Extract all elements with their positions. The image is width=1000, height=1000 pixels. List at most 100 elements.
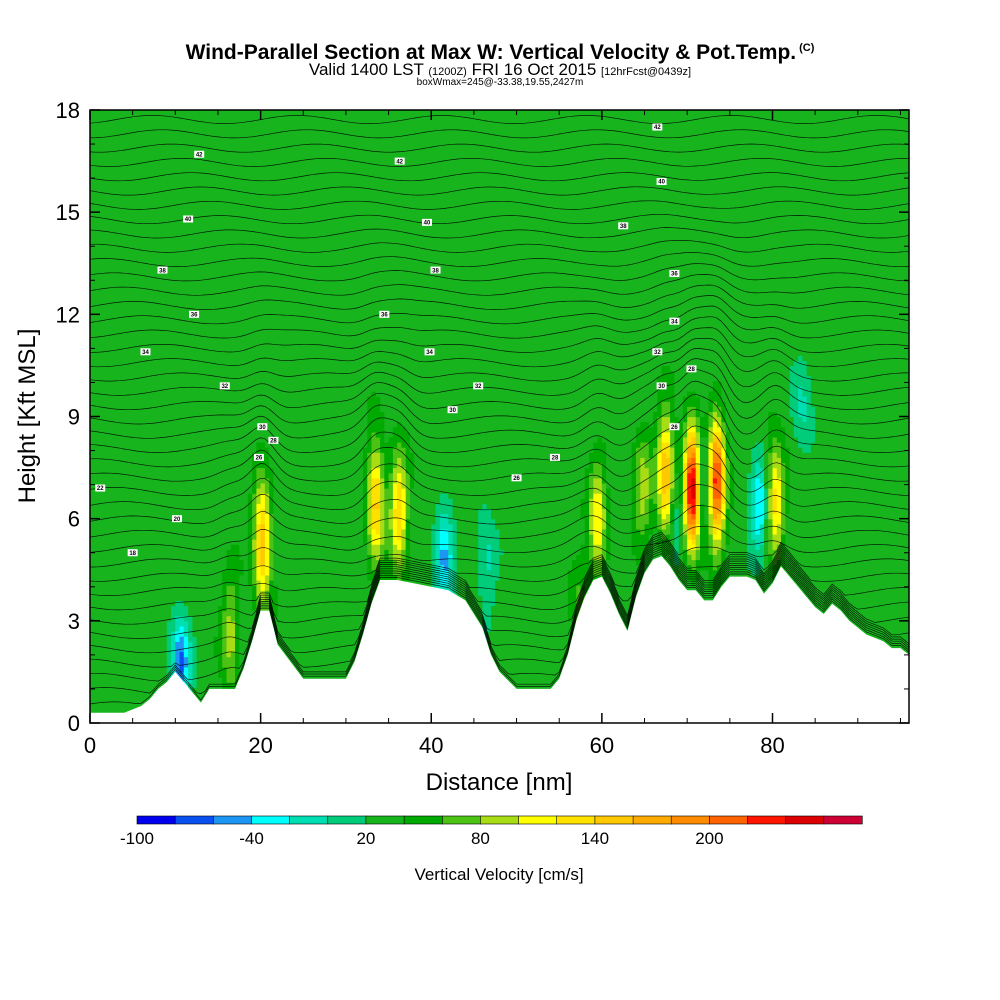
isentrope-line <box>90 251 909 268</box>
velocity-cell <box>478 110 484 509</box>
velocity-cell <box>392 467 398 484</box>
isentrope-line <box>90 327 909 368</box>
velocity-cell <box>593 477 599 494</box>
velocity-cell <box>601 508 607 530</box>
velocity-cell <box>371 431 377 453</box>
colorbar-tick-label: 200 <box>695 829 723 848</box>
velocity-cell <box>397 564 402 581</box>
velocity-cell <box>712 498 718 509</box>
velocity-cell <box>593 493 599 545</box>
velocity-cell <box>593 110 599 443</box>
velocity-cell <box>708 426 714 443</box>
svg-text:38: 38 <box>432 268 439 274</box>
velocity-cell <box>448 110 454 499</box>
x-tick-label: 20 <box>248 733 272 758</box>
y-axis-label: Height [Kft MSL] <box>14 329 41 504</box>
velocity-cell <box>550 110 556 723</box>
velocity-cell <box>772 467 778 489</box>
isentrope-line <box>90 213 909 225</box>
velocity-cell <box>661 431 667 443</box>
velocity-cell <box>380 452 385 479</box>
forecast-info: [12hrFcst@0439z] <box>601 66 692 78</box>
velocity-cell <box>303 110 309 723</box>
velocity-cell <box>870 110 876 723</box>
velocity-cell <box>584 467 590 668</box>
colorbar-swatch <box>136 815 176 825</box>
velocity-cell <box>409 110 415 453</box>
colorbar-tick-label: -40 <box>239 829 264 848</box>
svg-text:40: 40 <box>424 221 431 227</box>
velocity-cell <box>397 482 402 540</box>
y-tick-label: 0 <box>68 711 80 736</box>
velocity-cell <box>712 482 718 499</box>
velocity-cell <box>695 416 701 433</box>
velocity-cell <box>597 477 603 494</box>
velocity-cell <box>776 416 782 443</box>
velocity-cell <box>806 452 812 723</box>
velocity-cell <box>175 641 181 683</box>
velocity-cell <box>610 110 616 723</box>
colorbar-swatch <box>747 815 787 825</box>
velocity-cell <box>149 110 155 723</box>
velocity-cell <box>230 544 236 586</box>
svg-text:28: 28 <box>688 367 695 373</box>
svg-text:42: 42 <box>654 125 661 131</box>
velocity-cell <box>657 375 663 418</box>
velocity-cell <box>593 559 599 576</box>
velocity-cell <box>183 666 189 688</box>
velocity-cell <box>691 467 697 479</box>
colorbar-swatch <box>556 815 596 825</box>
velocity-cell <box>845 110 850 723</box>
colorbar-swatch <box>670 815 711 825</box>
velocity-cell <box>380 559 385 586</box>
velocity-cell <box>235 110 240 545</box>
velocity-cell <box>166 620 172 688</box>
velocity-cell <box>670 370 675 423</box>
velocity-cell <box>712 421 718 433</box>
isentrope-line <box>90 393 909 453</box>
velocity-cell <box>742 110 748 723</box>
velocity-cell <box>401 528 407 550</box>
velocity-cell <box>533 110 539 723</box>
velocity-cell <box>567 569 573 622</box>
velocity-cell <box>665 416 671 433</box>
velocity-cell <box>759 544 765 571</box>
velocity-cell <box>746 110 752 474</box>
velocity-cell <box>674 508 680 566</box>
velocity-cell <box>256 564 262 581</box>
isentrope-line <box>90 443 909 496</box>
velocity-cell <box>746 472 752 571</box>
velocity-cell <box>879 110 884 723</box>
velocity-cell <box>375 110 381 397</box>
velocity-cell <box>580 518 586 545</box>
velocity-cell <box>802 360 808 397</box>
velocity-cell <box>252 539 257 550</box>
velocity-cell <box>772 436 778 453</box>
isentrope-line <box>90 531 909 568</box>
box-info: boxWmax=245@-33.38,19.55,2427m <box>416 77 584 88</box>
svg-text:34: 34 <box>142 350 149 356</box>
velocity-cell <box>695 503 701 525</box>
velocity-cell <box>755 477 761 535</box>
velocity-cell <box>380 110 385 412</box>
velocity-cell <box>597 110 603 438</box>
isentrope-line <box>90 115 909 124</box>
velocity-cell <box>601 442 607 484</box>
velocity-cell <box>789 365 795 418</box>
velocity-cell <box>682 534 688 550</box>
velocity-cell <box>584 110 590 469</box>
velocity-cell <box>486 508 492 545</box>
velocity-cell <box>636 426 641 448</box>
velocity-cell <box>188 110 193 617</box>
velocity-cell <box>648 426 654 458</box>
velocity-cell <box>444 569 449 586</box>
isentrope-label: 36 <box>669 269 680 278</box>
x-tick-label: 80 <box>760 733 784 758</box>
velocity-cell <box>375 436 381 453</box>
velocity-cell <box>717 508 722 515</box>
velocity-cell <box>124 110 129 723</box>
velocity-cell <box>435 110 441 504</box>
velocity-cell <box>179 671 185 688</box>
velocity-cell <box>269 110 275 469</box>
